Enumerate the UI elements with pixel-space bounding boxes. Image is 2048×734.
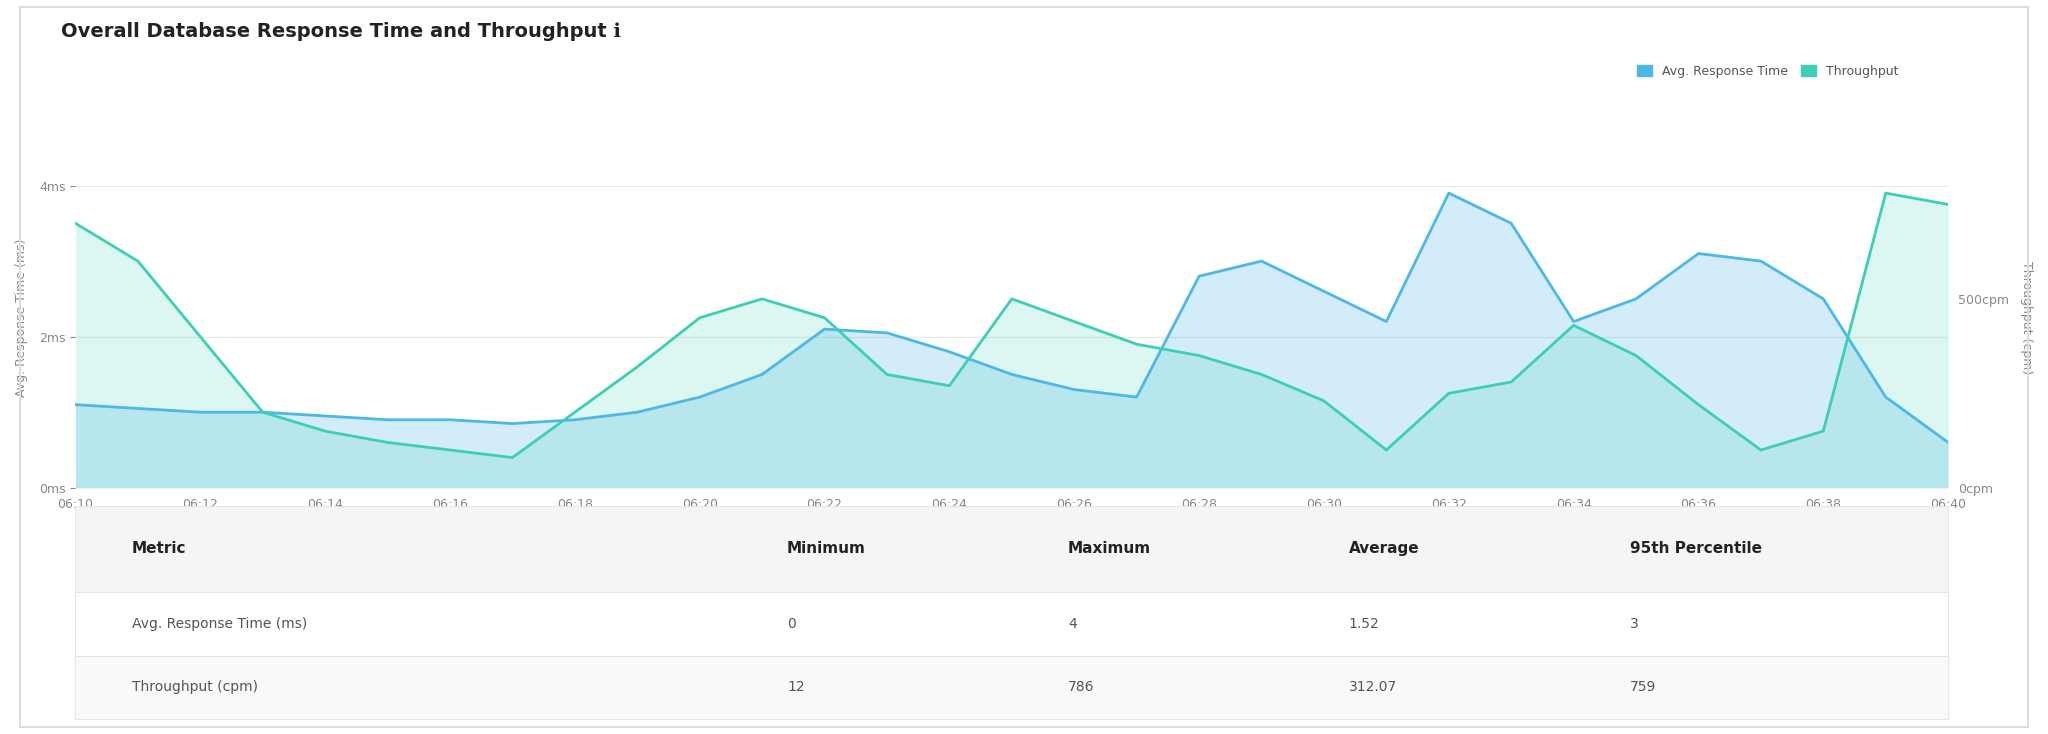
Bar [76,506,1948,592]
Legend: Avg. Response Time, Throughput: Avg. Response Time, Throughput [1630,59,1905,84]
Text: Overall Database Response Time and Throughput ℹ: Overall Database Response Time and Throu… [61,22,621,41]
Text: 1.52: 1.52 [1350,617,1380,631]
Text: 12: 12 [786,680,805,694]
X-axis label: Time: Time [995,516,1028,530]
Text: Metric: Metric [131,542,186,556]
Text: 0: 0 [786,617,797,631]
Text: 95th Percentile: 95th Percentile [1630,542,1761,556]
Text: 786: 786 [1067,680,1094,694]
Bar [76,592,1948,655]
Bar [76,655,1948,719]
Y-axis label: Throughput (cpm): Throughput (cpm) [2019,261,2034,374]
Text: Throughput (cpm): Throughput (cpm) [131,680,258,694]
Y-axis label: Avg. Response Time (ms): Avg. Response Time (ms) [14,239,29,397]
Text: 4: 4 [1067,617,1077,631]
Text: 3: 3 [1630,617,1638,631]
Text: 312.07: 312.07 [1350,680,1397,694]
Text: Avg. Response Time (ms): Avg. Response Time (ms) [131,617,307,631]
Text: Maximum: Maximum [1067,542,1151,556]
Text: 759: 759 [1630,680,1657,694]
Text: Average: Average [1350,542,1419,556]
Text: Minimum: Minimum [786,542,866,556]
